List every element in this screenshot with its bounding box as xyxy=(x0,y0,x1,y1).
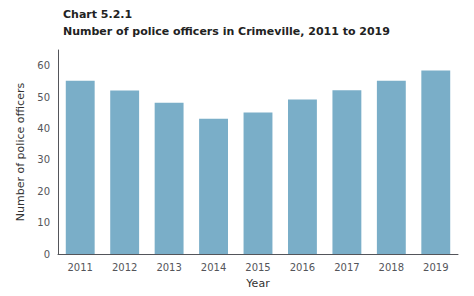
svg-text:40: 40 xyxy=(37,123,50,134)
svg-text:2017: 2017 xyxy=(334,262,359,273)
svg-text:60: 60 xyxy=(37,60,50,71)
svg-text:Number of police officers in C: Number of police officers in Crimeville,… xyxy=(63,25,390,38)
svg-text:Year: Year xyxy=(245,277,270,290)
svg-text:Chart 5.2.1: Chart 5.2.1 xyxy=(63,8,132,21)
svg-text:2011: 2011 xyxy=(67,262,92,273)
svg-text:2015: 2015 xyxy=(245,262,270,273)
svg-text:50: 50 xyxy=(37,92,50,103)
svg-text:2014: 2014 xyxy=(201,262,226,273)
svg-text:30: 30 xyxy=(37,154,50,165)
svg-text:10: 10 xyxy=(37,217,50,228)
svg-text:2012: 2012 xyxy=(112,262,137,273)
svg-text:2013: 2013 xyxy=(156,262,181,273)
svg-text:20: 20 xyxy=(37,186,50,197)
svg-text:2018: 2018 xyxy=(379,262,404,273)
svg-text:0: 0 xyxy=(44,249,50,260)
svg-text:Number of police officers: Number of police officers xyxy=(14,83,27,222)
svg-text:2019: 2019 xyxy=(423,262,448,273)
svg-text:2016: 2016 xyxy=(290,262,315,273)
